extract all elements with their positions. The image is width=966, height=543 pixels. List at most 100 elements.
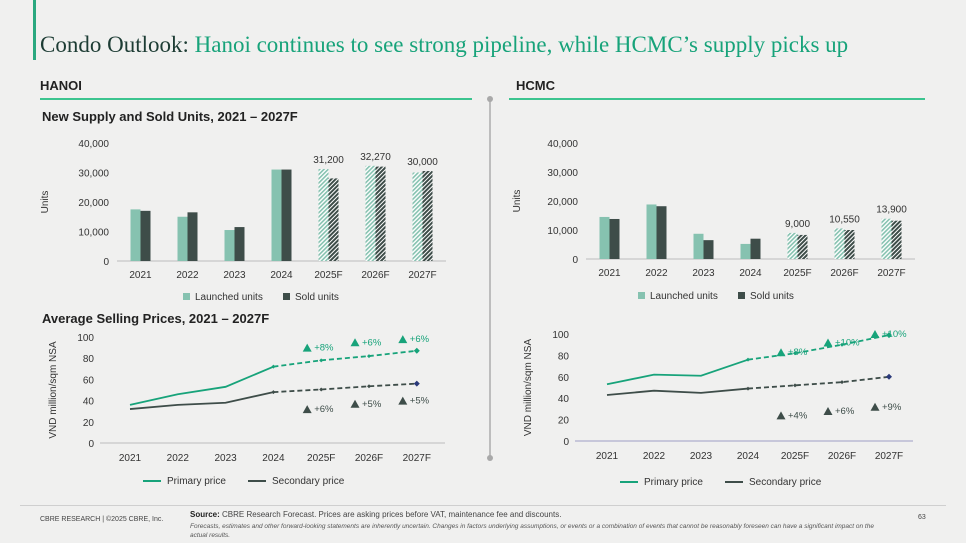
hanoi_supply-ytick-label: 40,000 xyxy=(78,139,109,150)
hanoi_prices-marker-secondary xyxy=(319,387,324,392)
hanoi_prices-growth-label: +5% xyxy=(410,396,430,407)
hcmc_supply-bar-launched xyxy=(740,243,751,259)
section-title-supply: New Supply and Sold Units, 2021 – 2027F xyxy=(42,109,298,124)
page-title-headline: Hanoi continues to see strong pipeline, … xyxy=(194,32,849,57)
hcmc_supply-ytick-label: 0 xyxy=(572,255,578,266)
hcmc_supply-legend-swatch-sold xyxy=(738,292,745,299)
hcmc_prices-marker-secondary xyxy=(886,373,892,380)
hanoi_prices-xtick-label: 2022 xyxy=(167,453,190,464)
hcmc_prices-growth-arrow-icon xyxy=(823,338,833,347)
hcmc_supply-data-label: 13,900 xyxy=(876,205,907,216)
hcmc_prices-growth-label: +6% xyxy=(835,406,855,417)
hcmc_supply-xtick-label: 2026F xyxy=(830,268,858,279)
hcmc_supply-bar-sold xyxy=(750,238,761,259)
hcmc_supply-bar-sold xyxy=(609,218,620,259)
hcmc_prices-growth-arrow-icon xyxy=(776,411,786,420)
footer-source: Source: CBRE Research Forecast. Prices a… xyxy=(190,510,561,519)
hanoi_supply-ytick-label: 30,000 xyxy=(78,169,109,180)
hanoi_prices-xtick-label: 2026F xyxy=(355,453,383,464)
hanoi_supply-bar-sold xyxy=(187,212,198,261)
hanoi_supply-bar-launched xyxy=(412,172,423,261)
hanoi_prices-ytick-label: 40 xyxy=(83,397,95,408)
hcmc_prices-y-axis-label: VND million/sqm NSA xyxy=(523,339,534,437)
hanoi_supply-bar-sold xyxy=(328,178,339,261)
page-title: Condo Outlook: Hanoi continues to see st… xyxy=(40,32,848,58)
hcmc_supply-data-label: 10,550 xyxy=(829,214,860,225)
hcmc_prices-line-primary-actual xyxy=(606,358,749,386)
hanoi_supply-bar-launched xyxy=(177,216,188,261)
hanoi_prices-growth-arrow-icon xyxy=(302,405,312,414)
hanoi_supply-xtick-label: 2027F xyxy=(408,270,436,281)
hcmc_prices-ytick-label: 0 xyxy=(563,437,569,448)
hanoi_prices-growth-label: +8% xyxy=(314,343,334,354)
hcmc_supply-bar-launched xyxy=(787,232,798,259)
hanoi_prices-growth-arrow-icon xyxy=(398,396,408,405)
hanoi_prices-xtick-label: 2025F xyxy=(307,453,335,464)
hcmc_prices-marker-secondary xyxy=(746,386,750,391)
hanoi_prices-legend-label-secondary: Secondary price xyxy=(272,476,345,487)
hcmc_prices-xtick-label: 2021 xyxy=(596,451,619,462)
hanoi_supply-xtick-label: 2021 xyxy=(129,270,152,281)
page-title-lead: Condo Outlook: xyxy=(40,32,189,57)
hanoi_supply-bar-sold xyxy=(281,169,292,261)
hcmc_prices-ytick-label: 60 xyxy=(558,373,570,384)
hcmc_supply-ytick-label: 40,000 xyxy=(547,139,578,150)
hanoi_prices-y-axis-label: VND million/sqm NSA xyxy=(48,341,59,439)
hanoi_prices-line-primary-forecast xyxy=(273,349,417,368)
hanoi_prices-marker-secondary xyxy=(367,384,371,389)
hanoi_prices-ytick-label: 100 xyxy=(77,333,94,344)
hanoi_supply-legend-label-launched: Launched units xyxy=(195,292,263,303)
page-number: 63 xyxy=(918,514,926,521)
hcmc_supply-xtick-label: 2021 xyxy=(598,268,621,279)
hanoi_prices-line-primary-actual xyxy=(129,365,274,406)
hcmc_supply-xtick-label: 2027F xyxy=(877,268,905,279)
hanoi_prices-marker-secondary xyxy=(413,380,420,387)
hcmc_prices-growth-arrow-icon xyxy=(870,330,880,338)
hcmc_prices-ytick-label: 20 xyxy=(558,416,570,427)
region-underline-hcmc xyxy=(509,98,925,100)
footer-disclaimer: Forecasts, estimates and other forward-l… xyxy=(190,523,874,539)
hcmc_prices-growth-label: +4% xyxy=(788,410,808,421)
footer-rule xyxy=(20,505,946,506)
hanoi_supply-legend-swatch-sold xyxy=(283,293,290,300)
hanoi_prices-marker-primary xyxy=(271,364,276,369)
hanoi_supply-data-label: 32,270 xyxy=(360,152,391,163)
hcmc_prices-growth-label: +10% xyxy=(882,329,907,340)
hcmc_prices-ytick-label: 80 xyxy=(558,351,570,362)
hanoi_supply-xtick-label: 2022 xyxy=(176,270,199,281)
hanoi_prices-ytick-label: 80 xyxy=(83,354,95,365)
hcmc_prices-xtick-label: 2024 xyxy=(737,451,760,462)
hcmc_prices-xtick-label: 2027F xyxy=(875,451,903,462)
hanoi_prices-ytick-label: 20 xyxy=(83,418,95,429)
hcmc_prices-legend-label-primary: Primary price xyxy=(644,477,703,488)
hanoi_supply-bar-sold xyxy=(140,210,151,261)
hcmc_supply-bar-launched xyxy=(881,218,892,259)
hanoi_supply-bar-launched xyxy=(318,168,329,261)
hanoi_prices-xtick-label: 2027F xyxy=(403,453,431,464)
hanoi_supply-y-axis-label: Units xyxy=(40,191,51,214)
hanoi_supply-data-label: 31,200 xyxy=(313,155,344,166)
hanoi_prices-growth-label: +6% xyxy=(314,404,334,415)
hcmc_prices-growth-label: +9% xyxy=(882,402,902,413)
hanoi_prices-growth-arrow-icon xyxy=(350,338,360,347)
hanoi_prices-xtick-label: 2023 xyxy=(214,453,237,464)
hcmc_supply-bar-launched xyxy=(693,233,704,259)
hanoi_prices-xtick-label: 2024 xyxy=(262,453,285,464)
hanoi_supply-ytick-label: 0 xyxy=(103,257,109,268)
hcmc_supply-bar-launched xyxy=(646,204,657,259)
hanoi_prices-legend-label-primary: Primary price xyxy=(167,476,226,487)
hcmc_supply-xtick-label: 2023 xyxy=(692,268,715,279)
hcmc_supply-legend-swatch-launched xyxy=(638,292,645,299)
hanoi_supply-ytick-label: 10,000 xyxy=(78,228,109,239)
hcmc_prices-marker-primary xyxy=(886,332,892,339)
hcmc_prices-line-primary-forecast xyxy=(747,334,890,361)
footer-source-label: Source: xyxy=(190,510,220,519)
hanoi_prices-marker-primary xyxy=(367,354,371,359)
hanoi_prices-line-secondary-actual xyxy=(129,391,274,410)
hcmc_supply-data-label: 9,000 xyxy=(785,219,810,230)
hcmc_prices-marker-primary xyxy=(746,357,750,362)
footer-copyright: CBRE RESEARCH | ©2025 CBRE, Inc. xyxy=(40,516,164,523)
hanoi_prices-marker-secondary xyxy=(271,390,276,395)
